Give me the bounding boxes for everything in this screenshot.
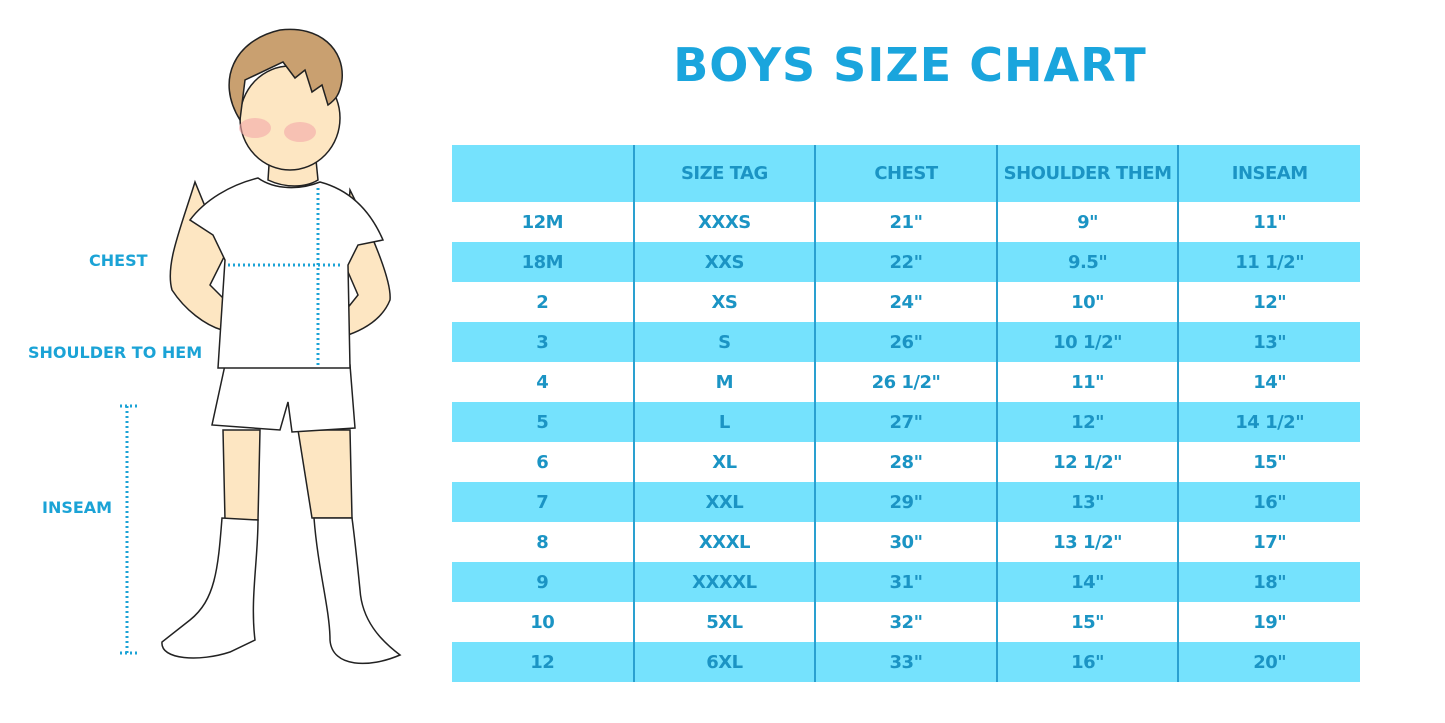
table-cell: 6XL [632, 642, 816, 682]
table-cell: 20" [1177, 642, 1360, 682]
boy-figure-illustration [120, 28, 402, 665]
table-cell: 9.5" [995, 242, 1179, 282]
table-row: 4 M 26 1/2" 11" 14" [452, 362, 1360, 402]
inseam-label: INSEAM [42, 498, 113, 517]
table-cell: 30" [814, 522, 997, 562]
table-row: 3 S 26" 10 1/2" 13" [452, 322, 1360, 362]
chest-label: CHEST [89, 251, 148, 270]
table-cell: L [632, 402, 816, 442]
table-cell: 12 [452, 642, 634, 682]
table-cell: 14 1/2" [1177, 402, 1360, 442]
table-cell: 9" [995, 202, 1179, 242]
table-cell: 8 [536, 531, 549, 553]
table-cell: 27" [814, 402, 997, 442]
table-cell: XXXL [632, 522, 816, 562]
table-cell: 12 1/2" [995, 442, 1179, 482]
shoulder-to-hem-label: SHOULDER TO HEM [28, 343, 203, 362]
table-cell: 28" [814, 442, 997, 482]
table-cell: 17" [1177, 522, 1360, 562]
table-cell: 4 [536, 371, 549, 393]
table-cell: 11" [995, 362, 1179, 402]
table-row: 8 XXXL 30" 13 1/2" 17" [452, 522, 1360, 562]
table-cell: 31" [814, 562, 997, 602]
table-cell: 10 [530, 611, 555, 633]
table-cell: 3 [452, 322, 634, 362]
table-cell: 24" [814, 282, 997, 322]
table-cell: 11 1/2" [1177, 242, 1360, 282]
table-cell: 26 1/2" [814, 362, 997, 402]
table-row: 12 6XL 33" 16" 20" [452, 642, 1360, 682]
page-title: BOYS SIZE CHART [673, 38, 1147, 92]
table-cell: 32" [814, 602, 997, 642]
table-cell: 5 [452, 402, 634, 442]
table-cell: XXL [632, 482, 816, 522]
column-header [452, 145, 634, 202]
table-cell: 9 [452, 562, 634, 602]
table-cell: 10 1/2" [995, 322, 1179, 362]
table-cell: 14" [1177, 362, 1360, 402]
column-header: INSEAM [1177, 145, 1360, 202]
table-cell: 21" [814, 202, 997, 242]
table-cell: 29" [814, 482, 997, 522]
table-row: 5 L 27" 12" 14 1/2" [452, 402, 1360, 442]
table-header-row: SIZE TAG CHEST SHOULDER THEM INSEAM [452, 145, 1360, 202]
table-cell: 18M [452, 242, 634, 282]
table-cell: 13 1/2" [995, 522, 1179, 562]
table-cell: 16" [995, 642, 1179, 682]
table-row: 10 5XL 32" 15" 19" [452, 602, 1360, 642]
size-chart-table: SIZE TAG CHEST SHOULDER THEM INSEAM 12M XXXS… [452, 145, 1360, 682]
table-cell: 15" [1177, 442, 1360, 482]
table-cell: 5XL [632, 602, 816, 642]
table-cell: 26" [814, 322, 997, 362]
table-cell: 14" [995, 562, 1179, 602]
table-row: 12M XXXS 21" 9" 11" [452, 202, 1360, 242]
table-cell: 12" [1177, 282, 1360, 322]
table-cell: XS [632, 282, 816, 322]
column-header: SIZE TAG [632, 145, 816, 202]
table-cell: XL [632, 442, 816, 482]
table-row: 18M XXS 22" 9.5" 11 1/2" [452, 242, 1360, 282]
table-row: 6 XL 28" 12 1/2" 15" [452, 442, 1360, 482]
table-cell: XXXXL [632, 562, 816, 602]
table-cell: 7 [452, 482, 634, 522]
table-cell: 12M [521, 211, 564, 233]
column-header: SHOULDER THEM [995, 145, 1179, 202]
column-header: CHEST [814, 145, 997, 202]
table-row: 2 XS 24" 10" 12" [452, 282, 1360, 322]
table-cell: 22" [814, 242, 997, 282]
table-cell: 18" [1177, 562, 1360, 602]
table-cell: XXS [632, 242, 816, 282]
table-cell: 33" [814, 642, 997, 682]
table-cell: M [632, 362, 816, 402]
table-cell: 6 [536, 451, 549, 473]
table-cell: 10" [995, 282, 1179, 322]
table-cell: 2 [536, 291, 549, 313]
table-row: 9 XXXXL 31" 14" 18" [452, 562, 1360, 602]
table-cell: XXXS [632, 202, 816, 242]
table-cell: 12" [995, 402, 1179, 442]
table-row: 7 XXL 29" 13" 16" [452, 482, 1360, 522]
table-cell: S [632, 322, 816, 362]
table-cell: 11" [1177, 202, 1360, 242]
table-cell: 15" [995, 602, 1179, 642]
table-cell: 13" [1177, 322, 1360, 362]
table-cell: 13" [995, 482, 1179, 522]
table-cell: 16" [1177, 482, 1360, 522]
table-cell: 19" [1177, 602, 1360, 642]
